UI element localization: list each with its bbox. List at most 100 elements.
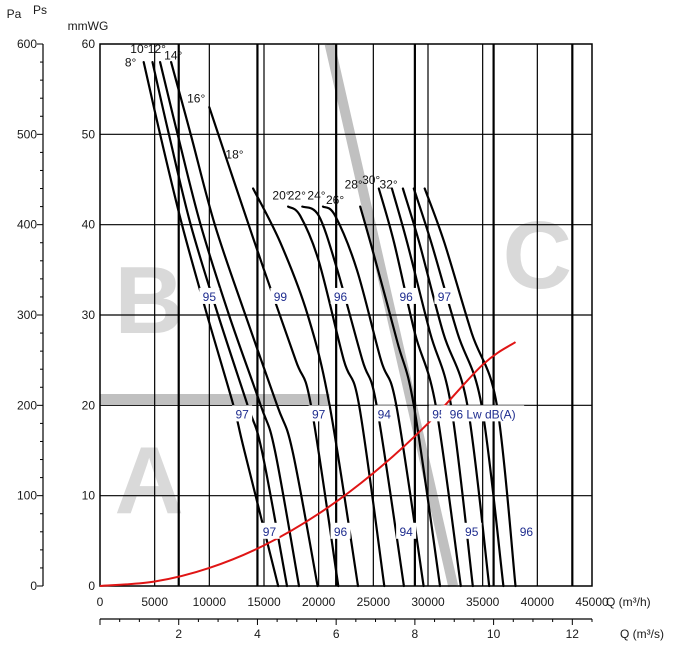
fan-curve-15 bbox=[423, 187, 517, 588]
noise-label: 96 bbox=[334, 290, 348, 304]
noise-label: 97 bbox=[438, 290, 452, 304]
angle-label: 26° bbox=[326, 193, 344, 207]
x-tick-label-m3h: 0 bbox=[97, 595, 104, 609]
y-tick-label-pa: 0 bbox=[30, 579, 37, 593]
angle-label: 24° bbox=[307, 188, 325, 202]
y-tick-label-mmwg: 60 bbox=[82, 37, 96, 51]
x-tick-label-m3s: 2 bbox=[175, 627, 182, 641]
angle-label: 30° bbox=[362, 173, 380, 187]
x-tick-label-m3h: 15000 bbox=[247, 595, 281, 609]
noise-label: 97 bbox=[312, 407, 326, 421]
fan-curve-10 bbox=[359, 205, 442, 588]
noise-label-bg bbox=[516, 522, 537, 539]
fan-curve-8 bbox=[301, 205, 405, 588]
noise-label: 96 bbox=[399, 290, 413, 304]
y-tick-label-pa: 500 bbox=[17, 127, 37, 141]
y-tick-label-mmwg: 40 bbox=[82, 218, 96, 232]
y-tick-label-mmwg: 30 bbox=[82, 308, 96, 322]
noise-label-bg bbox=[434, 287, 455, 304]
x-tick-label-m3h: 25000 bbox=[357, 595, 391, 609]
fan-curve-6 bbox=[252, 187, 360, 588]
noise-label: 94 bbox=[399, 525, 413, 539]
angle-label: 28° bbox=[345, 178, 363, 192]
angle-label: 14° bbox=[164, 48, 182, 62]
fan-curve-7 bbox=[287, 205, 386, 588]
noise-label-bg bbox=[374, 405, 395, 422]
x-tick-label-m3s: 10 bbox=[487, 627, 501, 641]
x-axis-title-m3s: Q (m³/s) bbox=[620, 627, 664, 641]
fan-curves bbox=[142, 61, 517, 588]
y-tick-label-mmwg: 50 bbox=[82, 127, 96, 141]
x-tick-label-m3h: 30000 bbox=[411, 595, 445, 609]
x-tick-label-m3s: 12 bbox=[566, 627, 580, 641]
angle-label: 22° bbox=[288, 188, 306, 202]
x-tick-label-m3h: 5000 bbox=[141, 595, 168, 609]
y-axis-title-mmwg: mmWG bbox=[68, 19, 109, 33]
noise-label: 97 bbox=[263, 525, 277, 539]
x-tick-label-m3s: 4 bbox=[254, 627, 261, 641]
x-tick-label-m3h: 35000 bbox=[466, 595, 500, 609]
x-tick-label-m3h: 45000 bbox=[575, 595, 609, 609]
fan-curve-4 bbox=[170, 61, 319, 588]
fan-curve-13 bbox=[401, 187, 491, 588]
fan-curve-3 bbox=[159, 61, 301, 588]
fan-curve-11 bbox=[377, 187, 462, 588]
fan-curve-2 bbox=[151, 61, 289, 588]
y-axis-title-pa: Pa bbox=[7, 7, 22, 21]
y-tick-label-pa: 100 bbox=[17, 489, 37, 503]
angle-label: 16° bbox=[187, 92, 205, 106]
zone-letter-b: B bbox=[115, 247, 184, 354]
y-tick-label-pa: 200 bbox=[17, 398, 37, 412]
noise-label-bg bbox=[461, 522, 482, 539]
y-tick-label-mmwg: 0 bbox=[88, 579, 95, 593]
fan-curve-12 bbox=[390, 187, 474, 588]
noise-label-bg bbox=[199, 287, 220, 304]
angle-label: 32° bbox=[380, 178, 398, 192]
noise-label: 99 bbox=[274, 290, 288, 304]
y-tick-label-pa: 400 bbox=[17, 218, 37, 232]
angle-label: 10° bbox=[130, 42, 148, 56]
noise-label: 97 bbox=[235, 407, 249, 421]
noise-label: 95 bbox=[203, 290, 217, 304]
noise-label: 95 bbox=[465, 525, 479, 539]
system-curve-line bbox=[99, 341, 517, 587]
noise-label-bg bbox=[396, 522, 417, 539]
x-tick-label-m3s: 8 bbox=[412, 627, 419, 641]
angle-label: 20° bbox=[272, 188, 290, 202]
system-curve bbox=[99, 341, 517, 587]
noise-label-bg bbox=[232, 405, 253, 422]
y-tick-label-pa: 600 bbox=[17, 37, 37, 51]
noise-label-bg bbox=[330, 287, 351, 304]
noise-label-bg bbox=[441, 405, 525, 422]
fan-curve-9 bbox=[321, 205, 425, 588]
fan-curve-14 bbox=[412, 187, 505, 588]
angle-label: 8° bbox=[125, 56, 137, 70]
y-tick-label-pa: 300 bbox=[17, 308, 37, 322]
noise-label: 96 Lw dB(A) bbox=[450, 407, 516, 421]
x-tick-label-m3s: 6 bbox=[333, 627, 340, 641]
fan-curve-1 bbox=[142, 61, 280, 588]
noise-label-bg bbox=[330, 522, 351, 539]
angle-label: 18° bbox=[225, 148, 243, 162]
noise-label: 96 bbox=[520, 525, 534, 539]
x-tick-label-m3h: 20000 bbox=[302, 595, 336, 609]
y-tick-label-mmwg: 10 bbox=[82, 489, 96, 503]
x-tick-label-m3h: 40000 bbox=[521, 595, 555, 609]
angle-label: 12° bbox=[148, 42, 166, 56]
grid bbox=[99, 43, 593, 587]
noise-label: 94 bbox=[378, 407, 392, 421]
y-tick-label-mmwg: 20 bbox=[82, 398, 96, 412]
y-axis-title-ps: Ps bbox=[33, 3, 47, 17]
x-axis-title-m3h: Q (m³/h) bbox=[606, 595, 651, 609]
noise-label-bg bbox=[308, 405, 329, 422]
zone-letter-a: A bbox=[115, 428, 184, 535]
x-tick-label-m3h: 10000 bbox=[193, 595, 227, 609]
noise-label: 96 bbox=[334, 525, 348, 539]
noise-label-bg bbox=[270, 287, 291, 304]
noise-label-bg bbox=[396, 287, 417, 304]
fan-curve-5 bbox=[208, 106, 340, 588]
noise-label-bg bbox=[259, 522, 280, 539]
